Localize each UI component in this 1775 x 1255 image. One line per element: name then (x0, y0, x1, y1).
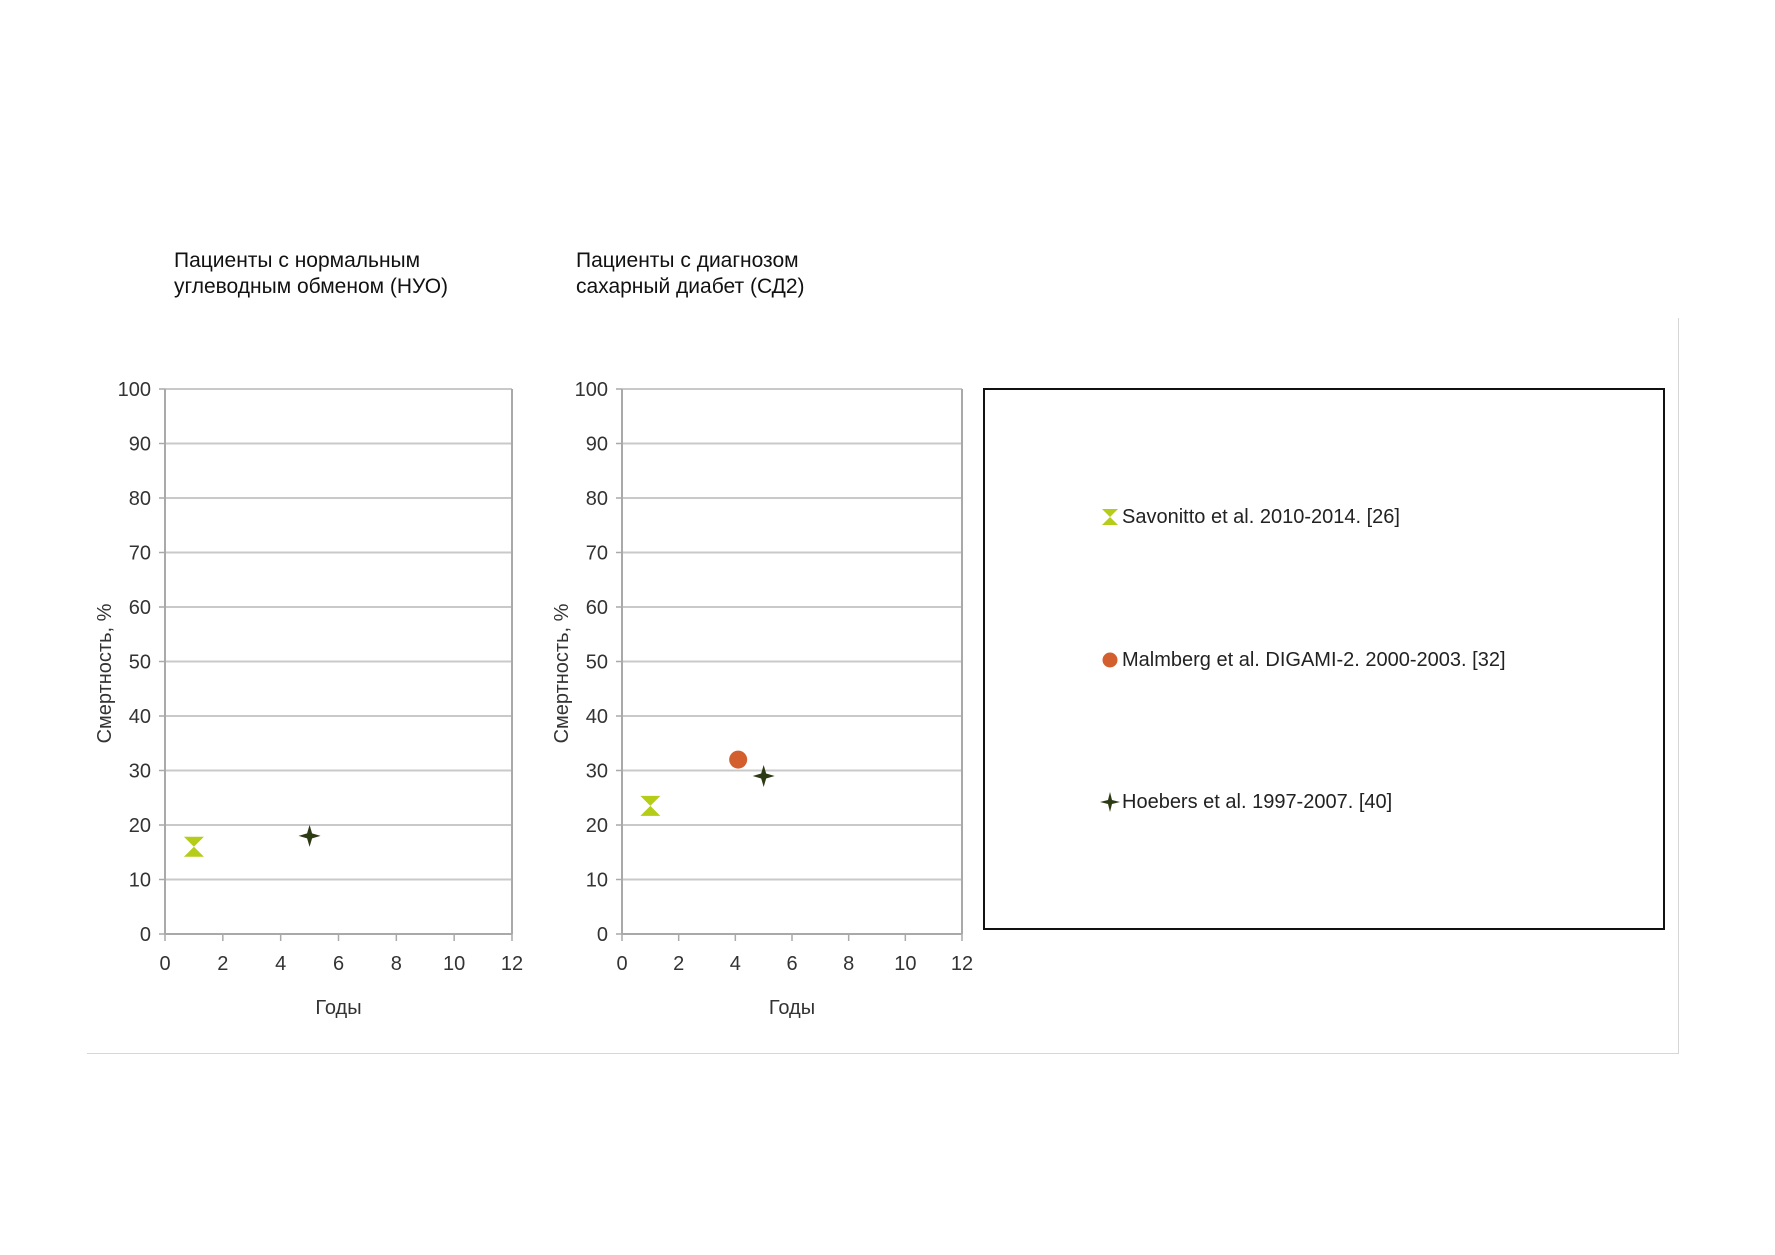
chart1-y-tick-label: 0 (140, 924, 151, 946)
chart2-title-line1: Пациенты с диагнозом (576, 249, 799, 272)
chart1-plot: 0 10 20 30 40 50 60 70 80 90 100 0 2 4 6 8 10 12 Годы Смерт… (94, 379, 523, 1019)
chart2-point-circle (729, 750, 748, 769)
chart2-y-tick-label: 70 (586, 543, 608, 565)
chart2-y-tick-label: 20 (586, 815, 608, 837)
chart1-title-line2: углеводным обменом (НУО) (174, 275, 449, 298)
legend-box (983, 388, 1665, 930)
legend-item-hoebers: Hoebers et al. 1997-2007. [40] (1100, 790, 1392, 814)
chart1-point-hourglass (183, 836, 204, 857)
legend-label-hoebers: Hoebers et al. 1997-2007. [40] (1122, 790, 1393, 813)
chart1-title: Пациенты с нормальным углеводным обменом… (174, 248, 448, 300)
chart1-y-tick-label: 100 (118, 379, 151, 401)
legend-item-malmberg: Malmberg et al. DIGAMI-2. 2000-2003. [32… (1100, 648, 1506, 672)
chart1-y-tick-label: 30 (129, 761, 151, 783)
chart2-y-tick-label: 10 (586, 870, 608, 892)
chart2-y-tick-label: 0 (597, 924, 608, 946)
chart1-y-tick-label: 90 (129, 434, 151, 456)
chart2-x-tick-label: 12 (951, 953, 973, 975)
chart1-y-tick-label: 20 (129, 815, 151, 837)
chart2-x-tick-label: 8 (843, 953, 854, 975)
chart2-x-tick-label: 0 (616, 953, 627, 975)
chart1-x-axis-label: Годы (315, 997, 361, 1019)
chart2-point-star (752, 764, 775, 787)
chart1-y-axis-label: Смертность, % (94, 603, 116, 743)
chart1-y-tick-label: 10 (129, 870, 151, 892)
chart1-x-tick-label: 12 (501, 953, 523, 975)
chart2-y-axis-label: Смертность, % (551, 603, 573, 743)
frame-right-border (1678, 318, 1679, 1054)
chart2-y-tick-label: 90 (586, 434, 608, 456)
chart1-y-tick-label: 70 (129, 543, 151, 565)
hourglass-marker-icon (1102, 509, 1118, 525)
chart1-x-tick-label: 2 (217, 953, 228, 975)
chart2-y-tick-label: 40 (586, 706, 608, 728)
chart1-x-tick-label: 4 (275, 953, 286, 975)
legend-label-savonitto: Savonitto et al. 2010-2014. [26] (1122, 505, 1400, 528)
chart1-y-tick-label: 40 (129, 706, 151, 728)
chart2-y-tick-label: 30 (586, 761, 608, 783)
circle-marker-icon (1102, 652, 1118, 668)
legend-label-malmberg: Malmberg et al. DIGAMI-2. 2000-2003. [32… (1122, 648, 1506, 671)
chart1-x-tick-label: 8 (391, 953, 402, 975)
chart2-x-tick-label: 2 (673, 953, 684, 975)
chart2-x-tick-label: 10 (894, 953, 916, 975)
chart1-x-tick-label: 6 (333, 953, 344, 975)
frame-bottom-border (87, 1053, 1679, 1054)
chart1-point-star (298, 824, 321, 847)
chart2-x-tick-label: 4 (730, 953, 741, 975)
chart2-y-tick-label: 100 (575, 379, 608, 401)
chart1-y-tick-label: 60 (129, 597, 151, 619)
chart2-x-tick-label: 6 (786, 953, 797, 975)
chart2-y-tick-label: 80 (586, 488, 608, 510)
legend-item-savonitto: Savonitto et al. 2010-2014. [26] (1100, 505, 1400, 529)
chart1-title-line1: Пациенты с нормальным (174, 249, 421, 272)
chart2-plot: 0 10 20 30 40 50 60 70 80 90 100 0 2 4 6 8 10 12 Годы Смерт… (551, 379, 973, 1019)
chart1-y-tick-label: 50 (129, 652, 151, 674)
chart1-x-tick-label: 10 (443, 953, 465, 975)
chart2-title: Пациенты с диагнозом сахарный диабет (СД… (576, 248, 805, 300)
chart2-y-tick-label: 60 (586, 597, 608, 619)
chart1-x-tick-label: 0 (159, 953, 170, 975)
star-marker-icon (1100, 792, 1120, 812)
chart2-x-axis-label: Годы (769, 997, 815, 1019)
chart2-y-tick-label: 50 (586, 652, 608, 674)
chart2-point-hourglass (640, 795, 661, 816)
chart2-title-line2: сахарный диабет (СД2) (576, 275, 805, 298)
chart1-y-tick-label: 80 (129, 488, 151, 510)
